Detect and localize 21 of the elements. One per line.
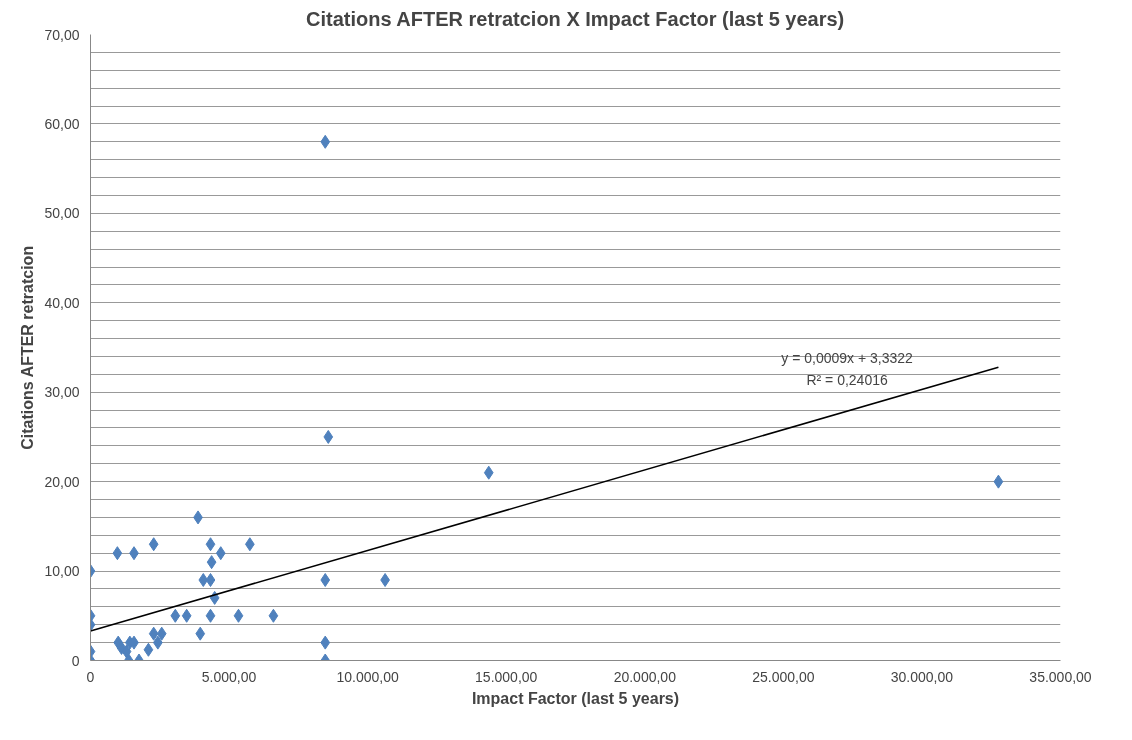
y-tick-label: 70,00 bbox=[44, 26, 80, 43]
chart-title: Citations AFTER retratcion X Impact Factor (last 5 years) bbox=[305, 7, 845, 30]
x-tick-label: 20.000,00 bbox=[613, 668, 677, 685]
x-tick-label: 10.000,00 bbox=[336, 668, 399, 685]
y-tick-label: 40,00 bbox=[44, 294, 80, 311]
x-tick-label: 35.000,00 bbox=[1029, 668, 1092, 685]
y-axis-title: Citations AFTER retratcion bbox=[19, 245, 37, 450]
annotation: y = 0,0009x + 3,3322 bbox=[781, 350, 914, 367]
y-tick-label: 10,00 bbox=[44, 563, 80, 580]
y-tick-label: 50,00 bbox=[44, 205, 80, 222]
y-tick-label: 60,00 bbox=[44, 115, 80, 132]
x-tick-label: 30.000,00 bbox=[890, 668, 954, 685]
x-tick-label: 25.000,00 bbox=[752, 668, 815, 685]
y-tick-label: 30,00 bbox=[44, 384, 80, 401]
y-tick-label: 0 bbox=[71, 652, 80, 669]
x-tick-label: 0 bbox=[86, 668, 95, 685]
annotation: R² = 0,24016 bbox=[806, 372, 888, 389]
x-tick-label: 5.000,00 bbox=[201, 668, 257, 685]
x-axis-title: Impact Factor (last 5 years) bbox=[471, 689, 680, 707]
y-tick-label: 20,00 bbox=[44, 473, 80, 490]
x-tick-label: 15.000,00 bbox=[475, 668, 538, 685]
